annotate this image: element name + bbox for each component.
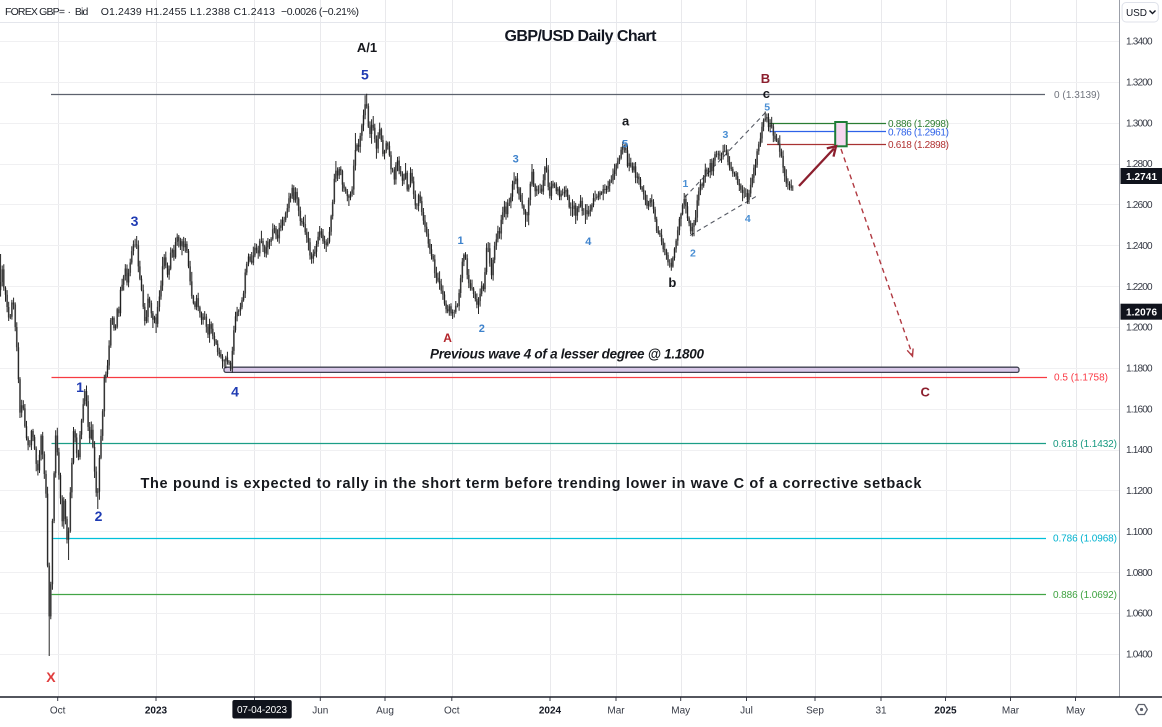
svg-text:0.886 (1.0692): 0.886 (1.0692): [1053, 590, 1117, 601]
svg-text:H1.2455: H1.2455: [146, 6, 187, 18]
svg-text:0.786 (1.2961): 0.786 (1.2961): [888, 127, 949, 138]
svg-text:07-04-2023: 07-04-2023: [237, 705, 287, 716]
svg-text:Aug: Aug: [376, 706, 394, 717]
svg-text:2025: 2025: [934, 706, 957, 717]
svg-text:2: 2: [95, 508, 103, 524]
svg-text:O1.2439: O1.2439: [101, 6, 142, 18]
svg-text:A/1: A/1: [357, 40, 377, 55]
svg-text:1.0600: 1.0600: [1126, 609, 1153, 620]
svg-text:C1.2413: C1.2413: [234, 6, 276, 18]
svg-text:A: A: [443, 331, 452, 345]
svg-text:1: 1: [76, 379, 84, 395]
svg-text:1.1400: 1.1400: [1126, 445, 1153, 456]
svg-text:5: 5: [622, 138, 628, 150]
svg-text:1.2076: 1.2076: [1126, 308, 1157, 319]
svg-text:·: ·: [68, 6, 72, 18]
svg-text:2024: 2024: [539, 706, 562, 717]
svg-text:4: 4: [745, 213, 751, 225]
svg-text:1.1600: 1.1600: [1126, 404, 1153, 415]
svg-text:1.1000: 1.1000: [1126, 527, 1153, 538]
svg-text:Sep: Sep: [806, 706, 824, 717]
svg-text:X: X: [46, 669, 56, 685]
svg-text:1: 1: [458, 235, 464, 247]
svg-text:Mar: Mar: [1002, 706, 1020, 717]
svg-text:Jun: Jun: [312, 706, 328, 717]
svg-text:3: 3: [131, 213, 139, 229]
svg-text:−0.0026 (−0.21%): −0.0026 (−0.21%): [281, 6, 359, 18]
svg-text:Jul: Jul: [740, 706, 753, 717]
svg-text:Mar: Mar: [607, 706, 625, 717]
svg-text:1: 1: [682, 178, 688, 190]
svg-text:May: May: [671, 706, 690, 717]
svg-text:1.3400: 1.3400: [1126, 37, 1153, 48]
svg-text:1.2741: 1.2741: [1126, 172, 1157, 183]
svg-text:3: 3: [722, 129, 728, 141]
svg-text:1.3200: 1.3200: [1126, 78, 1153, 89]
svg-text:Oct: Oct: [50, 706, 66, 717]
svg-text:GBP/USD Daily Chart: GBP/USD Daily Chart: [505, 28, 658, 45]
svg-text:1.0800: 1.0800: [1126, 568, 1153, 579]
svg-text:0.618 (1.1432): 0.618 (1.1432): [1053, 439, 1117, 450]
svg-text:USD: USD: [1126, 8, 1147, 19]
svg-text:1.2400: 1.2400: [1126, 241, 1153, 252]
svg-text:May: May: [1066, 706, 1085, 717]
svg-text:3: 3: [513, 154, 519, 166]
svg-text:a: a: [622, 114, 630, 129]
svg-text:1.1800: 1.1800: [1126, 364, 1153, 375]
svg-text:L1.2388: L1.2388: [190, 6, 230, 18]
svg-text:1.2600: 1.2600: [1126, 200, 1153, 211]
svg-text:0.5 (1.1758): 0.5 (1.1758): [1054, 373, 1108, 384]
svg-text:2023: 2023: [145, 706, 168, 717]
svg-text:0 (1.3139): 0 (1.3139): [1054, 90, 1100, 101]
svg-text:4: 4: [231, 384, 239, 400]
svg-text:B: B: [761, 71, 770, 86]
svg-text:0.618 (1.2898): 0.618 (1.2898): [888, 140, 949, 151]
svg-text:The pound is expected to rally: The pound is expected to rally in the sh…: [141, 476, 923, 492]
svg-text:FOREX GBP=: FOREX GBP=: [5, 6, 65, 18]
svg-text:Bid: Bid: [75, 6, 89, 18]
svg-text:5: 5: [361, 67, 369, 83]
svg-text:Oct: Oct: [444, 706, 460, 717]
svg-text:2: 2: [690, 247, 696, 259]
svg-text:b: b: [668, 275, 676, 290]
svg-text:4: 4: [585, 236, 592, 248]
svg-text:1.1200: 1.1200: [1126, 486, 1153, 497]
svg-text:1.2200: 1.2200: [1126, 282, 1153, 293]
svg-text:2: 2: [479, 323, 485, 335]
svg-text:5: 5: [764, 101, 770, 113]
svg-text:1.3000: 1.3000: [1126, 118, 1153, 129]
svg-text:0.786 (1.0968): 0.786 (1.0968): [1053, 534, 1117, 545]
svg-text:31: 31: [875, 706, 887, 717]
svg-text:1.0400: 1.0400: [1126, 650, 1153, 661]
svg-text:Previous wave 4 of a lesser de: Previous wave 4 of a lesser degree @ 1.1…: [430, 347, 704, 362]
svg-text:C: C: [921, 384, 931, 399]
svg-text:c: c: [763, 86, 770, 101]
svg-text:1.2000: 1.2000: [1126, 323, 1153, 334]
